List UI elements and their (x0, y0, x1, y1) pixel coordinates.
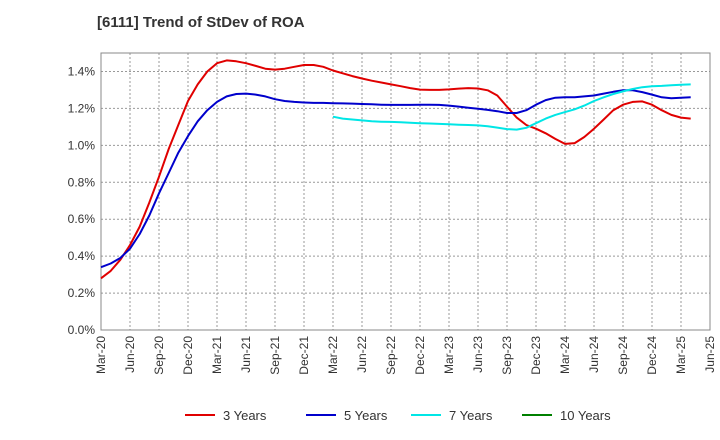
x-tick-label: Dec-20 (181, 336, 195, 375)
x-tick-label: Sep-21 (268, 336, 282, 375)
x-tick-label: Dec-21 (297, 336, 311, 375)
x-tick-label: Jun-24 (587, 336, 601, 373)
x-tick-label: Sep-23 (500, 336, 514, 375)
x-tick-label: Dec-23 (529, 336, 543, 375)
series-line-3-years (100, 59, 691, 280)
x-tick-label: Mar-20 (94, 336, 108, 374)
x-axis: Mar-20 Jun-20 Sep-20 Dec-20 Mar-21 Jun-21 Sep-… (94, 336, 717, 375)
x-tick-label: Mar-23 (442, 336, 456, 374)
series-layer (100, 59, 691, 280)
y-tick-label: 0.4% (68, 249, 96, 263)
x-tick-label: Jun-20 (123, 336, 137, 373)
series-line-7-years (332, 83, 691, 131)
x-tick-label: Mar-22 (326, 336, 340, 374)
x-tick-label: Jun-23 (471, 336, 485, 373)
x-tick-label: Sep-20 (152, 336, 166, 375)
legend-label: 7 Years (449, 408, 493, 423)
y-tick-label: 0.6% (68, 212, 96, 226)
y-tick-label: 0.0% (68, 323, 96, 337)
legend: 3 Years 5 Years 7 Years 10 Years (185, 408, 611, 423)
y-tick-label: 1.2% (68, 101, 96, 115)
legend-label: 5 Years (344, 408, 388, 423)
y-tick-label: 1.0% (68, 138, 96, 152)
legend-label: 3 Years (223, 408, 267, 423)
x-tick-label: Jun-22 (355, 336, 369, 373)
y-tick-label: 0.8% (68, 175, 96, 189)
x-tick-label: Jun-21 (239, 336, 253, 373)
plot-frame (100, 52, 711, 331)
y-axis: 0.0% 0.2% 0.4% 0.6% 0.8% 1.0% 1.2% 1.4% (68, 64, 96, 337)
x-tick-label: Jun-25 (703, 336, 717, 373)
legend-label: 10 Years (560, 408, 611, 423)
x-tick-label: Mar-24 (558, 336, 572, 374)
x-tick-label: Dec-22 (413, 336, 427, 375)
x-tick-label: Dec-24 (645, 336, 659, 375)
series-line-5-years (100, 89, 691, 269)
x-tick-label: Mar-25 (674, 336, 688, 374)
x-tick-label: Mar-21 (210, 336, 224, 374)
x-tick-label: Sep-24 (616, 336, 630, 375)
chart-title: [6111] Trend of StDev of ROA (97, 14, 305, 31)
y-tick-label: 0.2% (68, 286, 96, 300)
y-tick-label: 1.4% (68, 64, 96, 78)
x-tick-label: Sep-22 (384, 336, 398, 375)
